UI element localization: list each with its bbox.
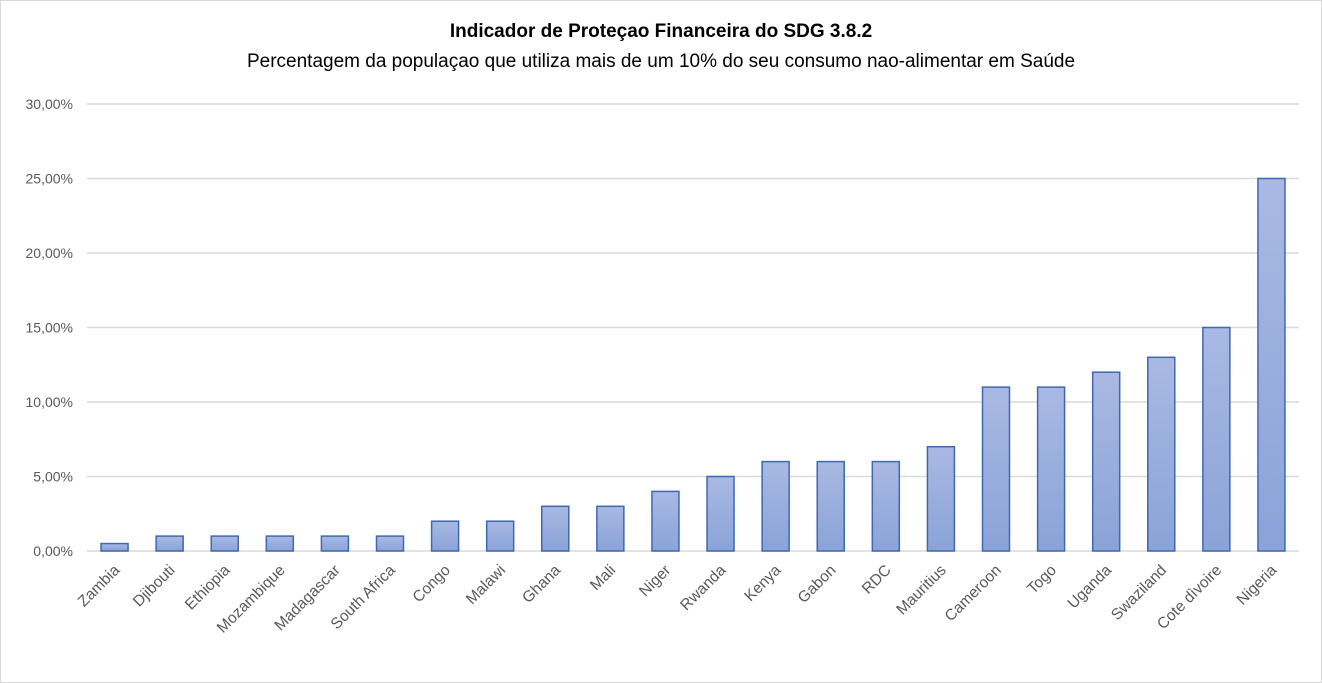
- bar-kenya: [761, 460, 790, 552]
- x-tick-label: Ethiopia: [182, 562, 234, 614]
- bar-zambia: [100, 542, 129, 552]
- x-tick-label: Gabon: [795, 562, 840, 607]
- x-tick-label: Congo: [410, 562, 454, 606]
- x-tick-label: Zambia: [75, 562, 124, 611]
- x-tick-label: Djibouti: [130, 562, 179, 611]
- bar-cameroon: [981, 386, 1011, 552]
- bar-swaziland: [1147, 356, 1176, 552]
- bar-uganda: [1091, 371, 1121, 552]
- y-tick-label: 15,00%: [26, 320, 73, 336]
- bar-mali: [596, 505, 625, 552]
- bar-niger: [651, 490, 680, 552]
- chart-title: Indicador de Proteçao Financeira do SDG …: [449, 21, 873, 42]
- y-tick-label: 10,00%: [26, 394, 73, 410]
- bar-malawi: [485, 520, 515, 552]
- bar-ethiopia: [210, 535, 239, 552]
- bar-mauritius: [926, 445, 956, 552]
- x-tick-label: Mali: [587, 562, 619, 594]
- bar-mozambique: [265, 535, 295, 552]
- x-tick-label: Nigeria: [1234, 562, 1281, 609]
- bar-rwanda: [706, 475, 735, 552]
- bar-rdc: [871, 460, 901, 552]
- bar-togo: [1036, 386, 1066, 552]
- y-tick-label: 5,00%: [33, 469, 73, 485]
- y-tick-label: 0,00%: [33, 543, 73, 559]
- bar-ghana: [541, 505, 570, 552]
- x-tick-label: Rwanda: [677, 562, 730, 615]
- x-tick-label: Mauritius: [893, 562, 950, 619]
- x-tick-label: Uganda: [1065, 562, 1116, 613]
- y-tick-label: 20,00%: [26, 245, 73, 261]
- bar-cote-d-voire: [1202, 326, 1231, 552]
- x-tick-label: Kenya: [741, 562, 784, 605]
- x-tick-label: Malawi: [463, 562, 509, 608]
- bar-djibouti: [155, 535, 184, 552]
- bar-congo: [430, 520, 460, 552]
- x-tick-label: Togo: [1024, 562, 1060, 598]
- bar-nigeria: [1257, 177, 1286, 552]
- bar-madagascar: [320, 535, 350, 552]
- x-tick-label: Niger: [636, 562, 674, 600]
- chart-subtitle: Percentagem da populaçao que utiliza mai…: [246, 51, 1076, 72]
- x-tick-label: Ghana: [519, 562, 564, 607]
- x-tick-label: Cameroon: [942, 562, 1005, 625]
- bar-south-africa: [375, 535, 405, 552]
- x-tick-label: RDC: [859, 562, 895, 598]
- bar-gabon: [816, 460, 845, 552]
- y-tick-label: 30,00%: [26, 96, 73, 112]
- y-tick-label: 25,00%: [26, 171, 73, 187]
